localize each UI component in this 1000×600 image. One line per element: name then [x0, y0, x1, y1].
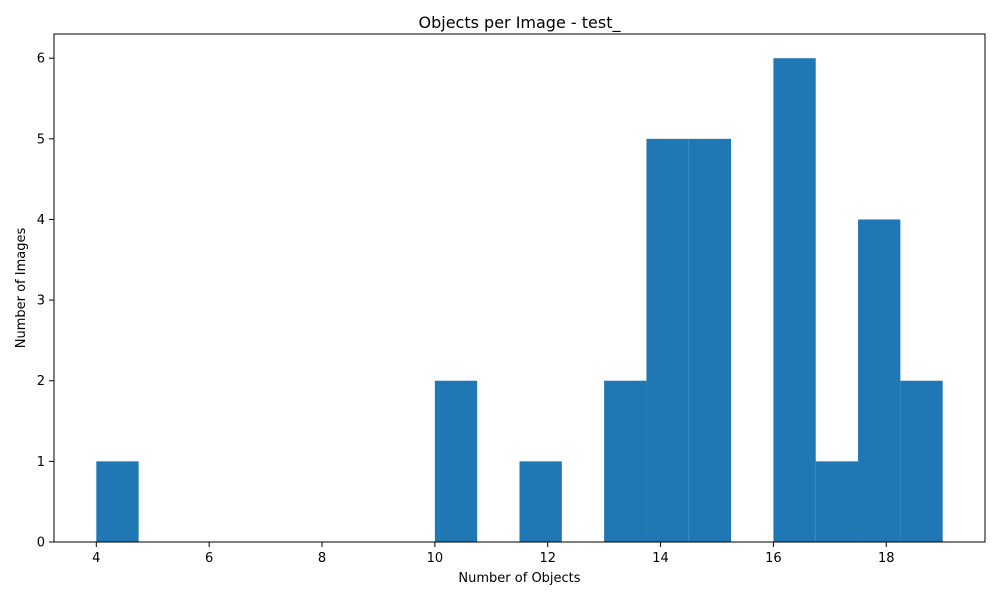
x-tick-label: 14 [652, 551, 669, 566]
bars-layer [96, 58, 943, 543]
histogram-bar [858, 219, 901, 542]
x-tick-label: 16 [765, 551, 782, 566]
x-tick-label: 8 [318, 551, 326, 566]
y-axis-title: Number of Images [14, 228, 29, 349]
histogram-bar [604, 380, 647, 542]
chart-title: Objects per Image - test_ [419, 13, 622, 33]
x-tick-label: 10 [427, 551, 444, 566]
y-axis: 0 1 2 3 4 5 6 [37, 52, 54, 551]
y-tick-label: 4 [37, 213, 45, 228]
histogram-bar [815, 461, 859, 542]
histogram-bar [434, 380, 478, 542]
y-tick-label: 6 [37, 52, 45, 67]
x-axis: 4 6 8 10 12 14 16 18 [92, 542, 895, 566]
x-tick-label: 12 [539, 551, 556, 566]
histogram-bar [773, 58, 816, 542]
x-axis-title: Number of Objects [458, 571, 580, 586]
y-tick-label: 5 [37, 132, 45, 147]
histogram-bar [96, 461, 139, 542]
histogram-bar [688, 138, 732, 543]
x-tick-label: 4 [92, 551, 100, 566]
histogram-bar [900, 380, 943, 542]
histogram-bar [646, 138, 689, 543]
x-tick-label: 18 [878, 551, 895, 566]
y-tick-label: 3 [37, 294, 45, 309]
plot-frame [53, 33, 986, 543]
y-tick-label: 1 [37, 455, 45, 470]
x-tick-label: 6 [205, 551, 213, 566]
y-tick-label: 0 [37, 536, 45, 551]
y-tick-label: 2 [37, 374, 45, 389]
histogram-bar [519, 461, 562, 542]
